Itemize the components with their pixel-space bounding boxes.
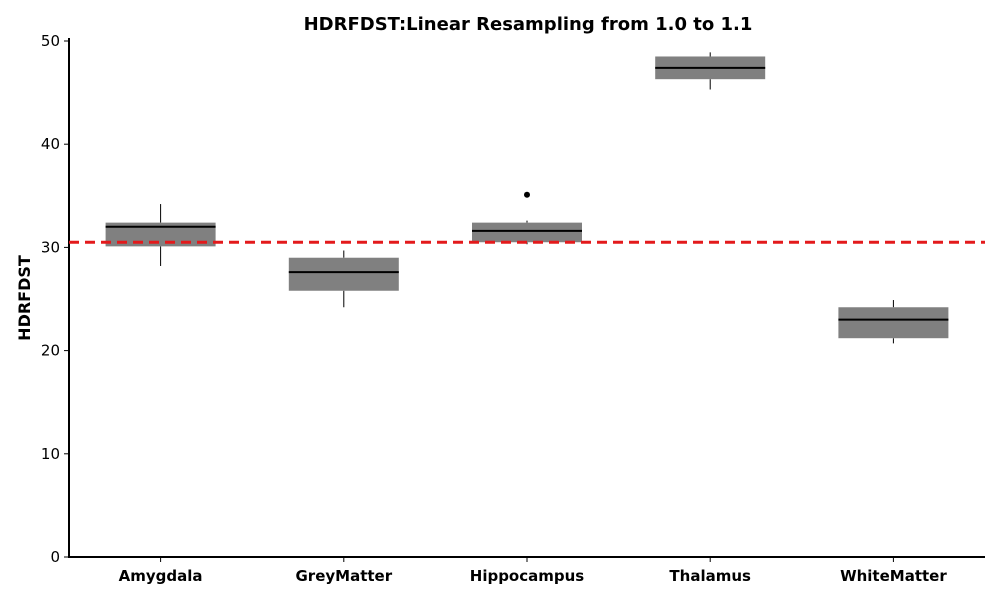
box-greymatter <box>288 257 399 291</box>
plot-area: 0 10 20 30 40 50 Amygdala GreyMatter Hippocampus… <box>41 32 985 585</box>
x-tick-label: WhiteMatter <box>840 567 947 585</box>
outlier-point <box>524 191 530 198</box>
y-tick-label: 10 <box>41 445 60 463</box>
box-amygdala <box>105 222 216 247</box>
y-tick-label: 0 <box>50 548 60 566</box>
y-axis-label: HDRFDST <box>15 255 34 341</box>
chart-title: HDRFDST:Linear Resampling from 1.0 to 1.… <box>304 14 753 35</box>
y-tick-label: 50 <box>41 32 60 50</box>
box-whitematter <box>838 307 949 339</box>
x-tick-label: Amygdala <box>119 567 203 585</box>
y-tick-label: 20 <box>41 342 60 360</box>
x-tick-label: Hippocampus <box>470 567 585 585</box>
y-tick-label: 30 <box>41 238 60 256</box>
box-hippocampus <box>472 222 582 243</box>
x-tick-label: GreyMatter <box>295 567 392 585</box>
y-tick-label: 40 <box>41 135 60 153</box>
x-tick-label: Thalamus <box>669 567 751 585</box>
